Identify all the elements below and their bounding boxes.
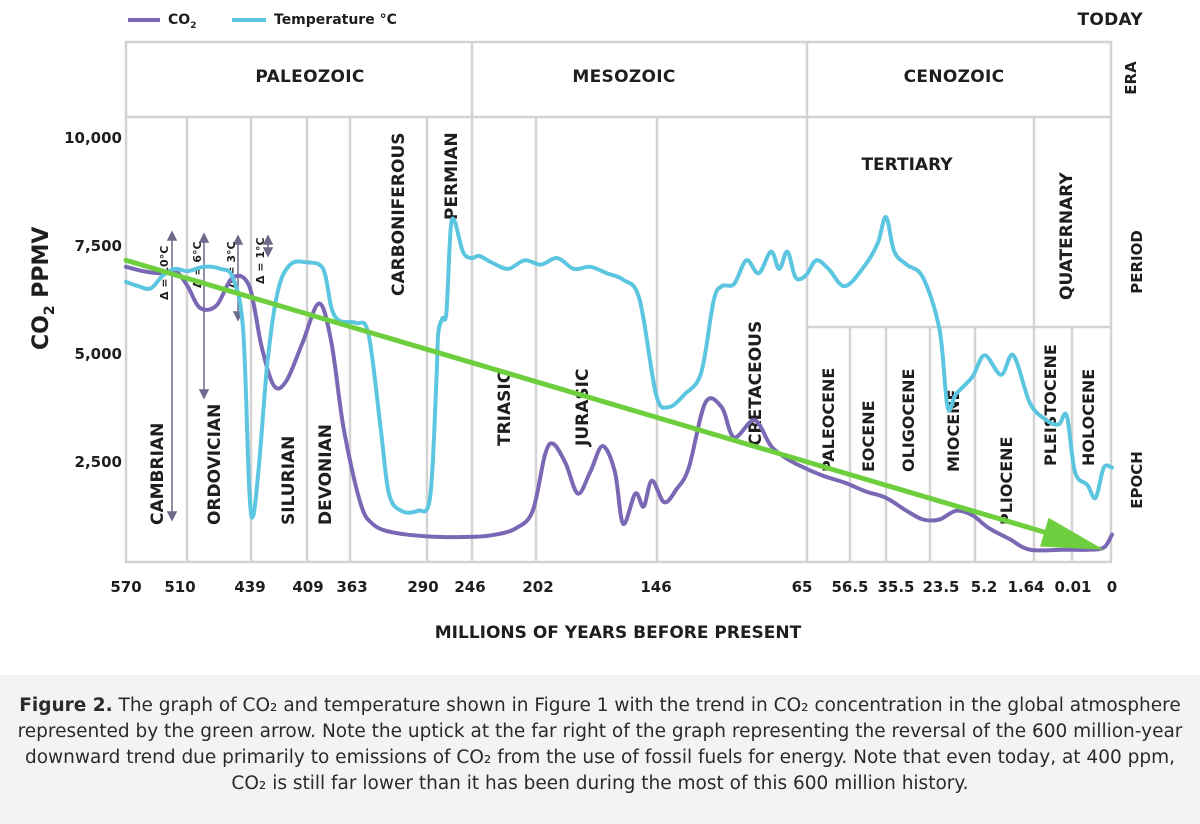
era-label-mesozoic: MESOZOIC bbox=[572, 67, 675, 87]
epoch-label-oligocene: OLIGOCENE bbox=[899, 369, 918, 472]
era-label-paleozoic: PALEOZOIC bbox=[255, 67, 364, 87]
grid-frame bbox=[124, 40, 1113, 564]
caption-background bbox=[0, 675, 1200, 824]
delta-1-label: Δ = 1°C bbox=[254, 237, 267, 284]
period-label-quaternary: QUATERNARY bbox=[1057, 172, 1077, 300]
co2-trend-arrow-shaft bbox=[123, 257, 1047, 535]
figure-caption-text: The graph of CO₂ and temperature shown i… bbox=[17, 695, 1183, 794]
x-tick-labels: 570 510 439 409 363 290 246 202 146 65 5… bbox=[110, 578, 1117, 596]
era-label-cenozoic: CENOZOIC bbox=[904, 67, 1005, 87]
xtick-label-1-64: 1.64 bbox=[1007, 578, 1044, 596]
epoch-label-holocene: HOLOCENE bbox=[1079, 369, 1098, 466]
xtick-label-146: 146 bbox=[640, 578, 671, 596]
xtick-label-0: 0 bbox=[1107, 578, 1117, 596]
co2-temperature-chart: CO2 Temperature °C TODAY PALEOZOIC MESOZ… bbox=[29, 10, 1146, 643]
period-label-triasic: TRIASIC bbox=[495, 371, 515, 446]
xtick-label-510: 510 bbox=[164, 578, 195, 596]
ytick-label-5000: 5,000 bbox=[75, 345, 122, 363]
period-label-devonian: DEVONIAN bbox=[316, 424, 336, 525]
co2-trend-arrowhead bbox=[1040, 517, 1104, 550]
delta-1-arrowhead-down bbox=[262, 247, 274, 258]
xtick-label-246: 246 bbox=[454, 578, 485, 596]
xtick-label-439: 439 bbox=[234, 578, 265, 596]
legend: CO2 Temperature °C bbox=[128, 12, 397, 31]
delta-1-arrowhead-up bbox=[262, 234, 274, 245]
delta-6-arrowhead-up bbox=[198, 232, 210, 243]
period-label-carboniferous: CARBONIFEROUS bbox=[389, 132, 409, 296]
y-axis-label: CO2 PPMV bbox=[29, 227, 58, 350]
ytick-label-2500: 2,500 bbox=[75, 453, 122, 471]
xtick-label-5-2: 5.2 bbox=[971, 578, 998, 596]
xtick-label-0-01: 0.01 bbox=[1054, 578, 1091, 596]
xtick-label-56-5: 56.5 bbox=[831, 578, 868, 596]
row-label-era: ERA bbox=[1122, 61, 1140, 95]
row-label-epoch: EPOCH bbox=[1128, 451, 1146, 509]
period-label-silurian: SILURIAN bbox=[279, 436, 299, 525]
row-label-period: PERIOD bbox=[1128, 230, 1146, 294]
ytick-label-7500: 7,500 bbox=[75, 237, 122, 255]
xtick-label-65: 65 bbox=[792, 578, 813, 596]
xtick-label-23-5: 23.5 bbox=[922, 578, 959, 596]
ytick-label-10000: 10,000 bbox=[64, 129, 122, 147]
geologic-grid bbox=[124, 40, 1113, 564]
xtick-label-570: 570 bbox=[110, 578, 141, 596]
legend-co2-label: CO2 bbox=[168, 12, 196, 31]
period-label-ordovician: ORDOVICIAN bbox=[205, 404, 225, 525]
period-label-jurasic: JURASIC bbox=[573, 369, 593, 447]
epoch-label-eocene: EOCENE bbox=[859, 400, 878, 472]
delta-6-label: Δ = 6°C bbox=[191, 241, 204, 288]
delta-6-arrowhead-down bbox=[198, 389, 210, 400]
period-label-cambrian: CAMBRIAN bbox=[148, 423, 168, 525]
xtick-label-290: 290 bbox=[407, 578, 438, 596]
xtick-label-363: 363 bbox=[336, 578, 367, 596]
period-label-tertiary: TERTIARY bbox=[861, 155, 953, 175]
figure-caption-label: Figure 2. bbox=[19, 695, 113, 716]
delta-3-arrowhead-up bbox=[232, 234, 244, 245]
x-axis-label: MILLIONS OF YEARS BEFORE PRESENT bbox=[435, 623, 802, 643]
delta-10-arrowhead-up bbox=[166, 230, 178, 241]
epoch-label-pleistocene: PLEISTOCENE bbox=[1041, 344, 1060, 466]
today-label: TODAY bbox=[1078, 10, 1144, 30]
period-label-permian: PERMIAN bbox=[442, 132, 462, 220]
co2-series-line bbox=[124, 264, 1114, 553]
temperature-series-line bbox=[124, 215, 1114, 520]
xtick-label-35-5: 35.5 bbox=[877, 578, 914, 596]
figure-caption: Figure 2. The graph of CO₂ and temperatu… bbox=[10, 693, 1190, 797]
xtick-label-202: 202 bbox=[522, 578, 553, 596]
epoch-label-pliocene: PLIOCENE bbox=[997, 437, 1016, 525]
legend-temperature-label: Temperature °C bbox=[274, 12, 397, 28]
xtick-label-409: 409 bbox=[292, 578, 323, 596]
period-label-cretaceous: CRETACEOUS bbox=[746, 321, 766, 446]
delta-10-arrowhead-down bbox=[166, 511, 178, 522]
epoch-label-paleocene: PALEOCENE bbox=[819, 368, 838, 472]
